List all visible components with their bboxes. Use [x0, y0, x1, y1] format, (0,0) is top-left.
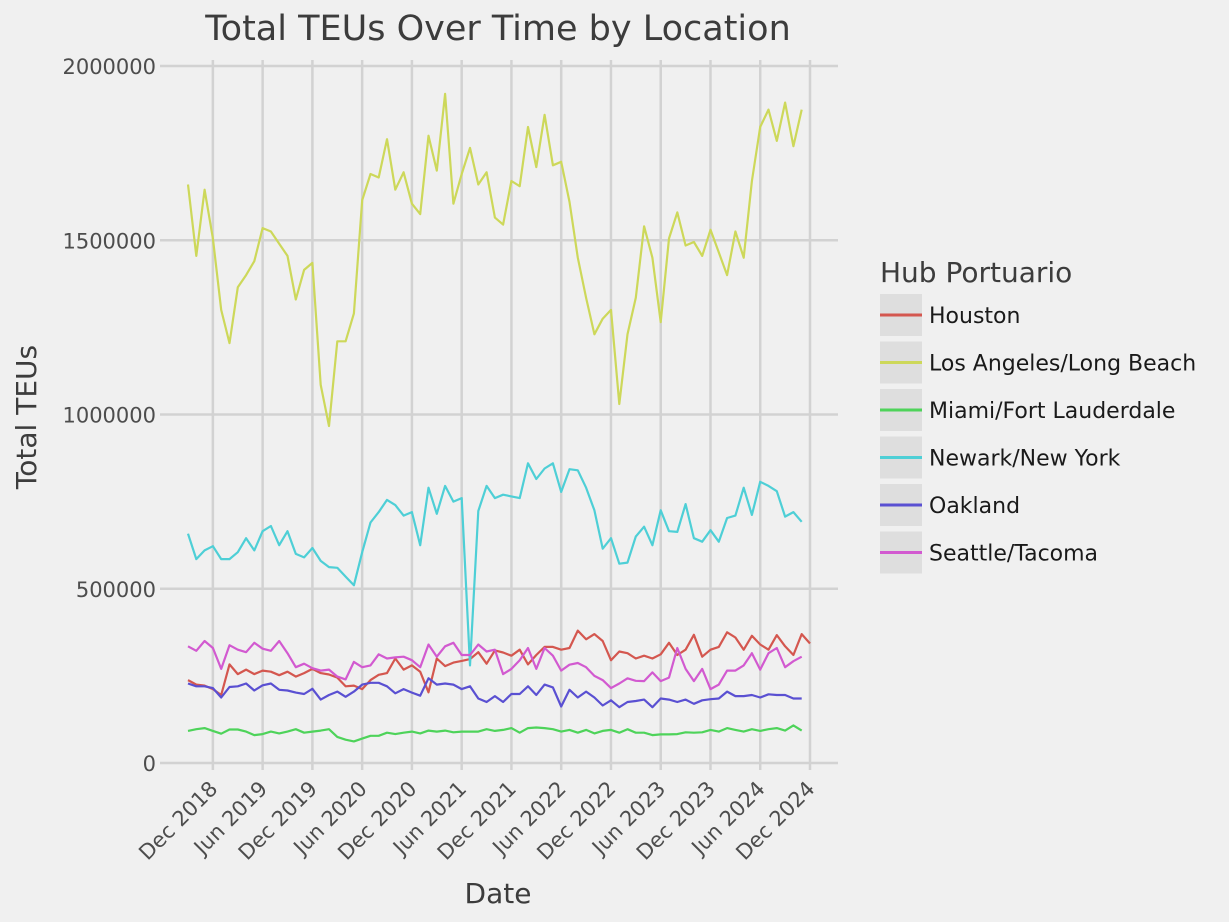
legend-label: Miami/Fort Lauderdale: [929, 399, 1175, 424]
legend-label: Los Angeles/Long Beach: [929, 352, 1196, 377]
legend-item-houston: Houston: [880, 294, 1020, 336]
legend-title: Hub Portuario: [880, 256, 1072, 289]
series-line-miami-fort-lauderdale: [187, 724, 803, 743]
y-tick-label: 2000000: [62, 55, 156, 79]
series-line-newark-new-york: [186, 462, 803, 667]
series-line-seattle-tacoma: [187, 639, 803, 691]
grid: [160, 60, 838, 770]
series-line-oakland: [187, 677, 802, 709]
legend-label: Oakland: [929, 494, 1020, 519]
legend-item-newark-new-york: Newark/New York: [880, 436, 1121, 479]
legend-label: Houston: [929, 304, 1020, 329]
legend-item-seattle-tacoma: Seattle/Tacoma: [880, 531, 1098, 574]
chart-title: Total TEUs Over Time by Location: [204, 9, 791, 49]
y-axis-ticks: 0 500000 1000000 1500000 2000000: [62, 55, 156, 776]
x-axis-title: Date: [465, 877, 532, 910]
y-tick-label: 1000000: [62, 404, 156, 428]
legend-items: Houston Los Angeles/Long Beach Miami/Fort …: [880, 294, 1196, 574]
series-lines: [186, 92, 811, 743]
y-tick-label: 1500000: [62, 229, 156, 253]
legend-item-miami-fort-lauderdale: Miami/Fort Lauderdale: [880, 389, 1175, 431]
legend-label: Seattle/Tacoma: [929, 542, 1098, 567]
y-axis-title: Total TEUs: [10, 345, 43, 490]
series-line-houston: [187, 629, 811, 697]
legend-label: Newark/New York: [929, 447, 1121, 472]
y-tick-label: 0: [143, 752, 156, 776]
y-tick-label: 500000: [76, 578, 156, 602]
legend-item-oakland: Oakland: [880, 484, 1020, 526]
legend-item-los-angeles-long-beach: Los Angeles/Long Beach: [880, 341, 1196, 384]
legend: Hub Portuario Houston Los Angeles/Long Be…: [880, 256, 1196, 574]
series-line-los-angeles-long-beach: [186, 92, 803, 428]
